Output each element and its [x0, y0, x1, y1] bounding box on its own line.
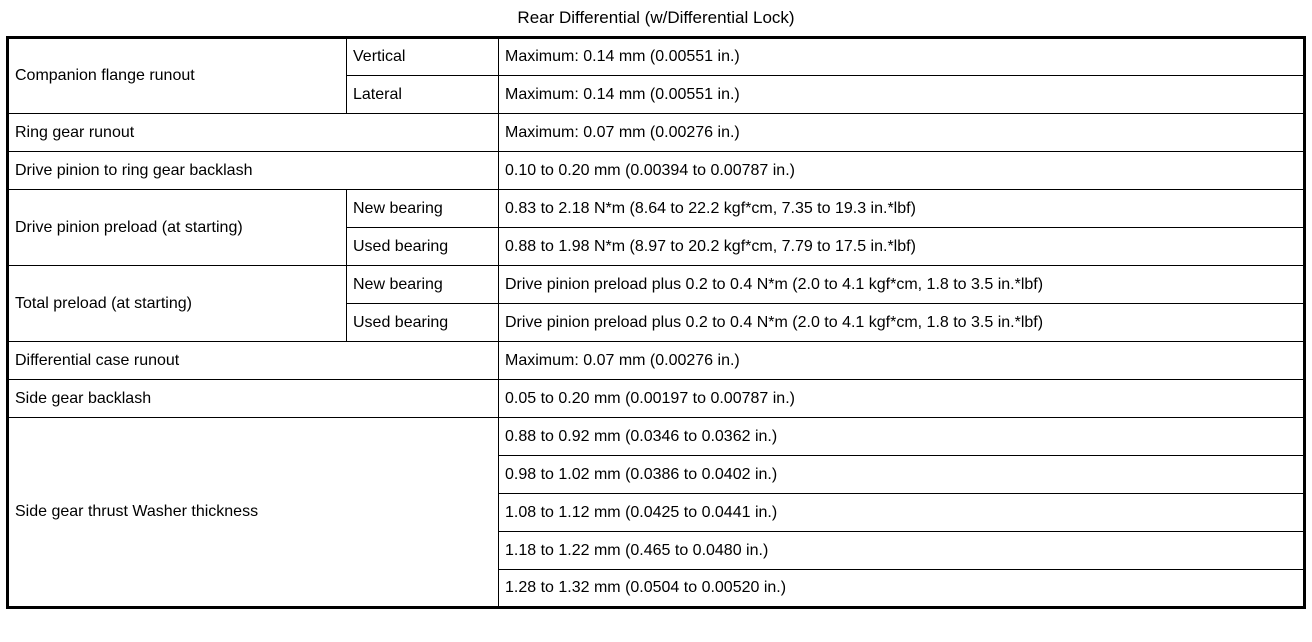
page-title: Rear Differential (w/Differential Lock) — [517, 8, 795, 27]
spec-sublabel-cell: Lateral — [346, 75, 499, 114]
spec-value-cell: Maximum: 0.07 mm (0.00276 in.) — [498, 341, 1305, 380]
spec-value-cell: Drive pinion preload plus 0.2 to 0.4 N*m… — [498, 303, 1305, 342]
spec-label-cell: Total preload (at starting) — [7, 265, 347, 342]
table-row: Lateral Maximum: 0.14 mm (0.00551 in.) — [8, 75, 1305, 114]
spec-label-cell: Differential case runout — [7, 341, 499, 380]
spec-label-cell: Side gear thrust Washer thickness — [7, 417, 499, 608]
spec-label-cell: Side gear backlash — [7, 379, 499, 418]
spec-value-cell: Maximum: 0.14 mm (0.00551 in.) — [498, 37, 1305, 76]
table-row: Drive pinion to ring gear backlash 0.10 … — [7, 151, 1305, 190]
table-row: Drive pinion preload (at starting) New b… — [7, 189, 1305, 266]
spec-value-cell: 1.28 to 1.32 mm (0.0504 to 0.00520 in.) — [498, 569, 1305, 608]
spec-value-cell: 0.88 to 1.98 N*m (8.97 to 20.2 kgf*cm, 7… — [498, 227, 1305, 266]
spec-value-cell: Maximum: 0.07 mm (0.00276 in.) — [498, 113, 1305, 152]
table-row: Used bearing Drive pinion preload plus 0… — [8, 303, 1305, 342]
table-row: Side gear backlash 0.05 to 0.20 mm (0.00… — [7, 379, 1305, 418]
spec-value-cell: 1.18 to 1.22 mm (0.465 to 0.0480 in.) — [498, 531, 1305, 570]
rear-differential-spec-table: Companion flange runout Vertical Maximum… — [6, 36, 1306, 609]
spec-sublabel-cell: Used bearing — [346, 227, 499, 266]
table-row: Companion flange runout Vertical Maximum… — [7, 37, 1305, 114]
spec-value-cell: 1.08 to 1.12 mm (0.0425 to 0.0441 in.) — [498, 493, 1305, 532]
spec-sublabel-cell: New bearing — [346, 265, 499, 304]
spec-label-cell: Drive pinion preload (at starting) — [7, 189, 347, 266]
spec-value-cell: 0.05 to 0.20 mm (0.00197 to 0.00787 in.) — [498, 379, 1305, 418]
table-row: Ring gear runout Maximum: 0.07 mm (0.002… — [7, 113, 1305, 152]
table-row: Differential case runout Maximum: 0.07 m… — [7, 341, 1305, 380]
spec-sublabel-cell: Vertical — [346, 37, 499, 76]
table-row: 1.08 to 1.12 mm (0.0425 to 0.0441 in.) — [8, 493, 1305, 532]
spec-value-cell: 0.98 to 1.02 mm (0.0386 to 0.0402 in.) — [498, 455, 1305, 494]
spec-value-cell: Maximum: 0.14 mm (0.00551 in.) — [498, 75, 1305, 114]
table-row: 1.18 to 1.22 mm (0.465 to 0.0480 in.) — [8, 531, 1305, 570]
spec-label-cell: Ring gear runout — [7, 113, 499, 152]
table-row: Total preload (at starting) New bearing … — [7, 265, 1305, 342]
spec-value-cell: Drive pinion preload plus 0.2 to 0.4 N*m… — [498, 265, 1305, 304]
spec-sublabel-cell: Used bearing — [346, 303, 499, 342]
table-row: Side gear thrust Washer thickness 0.88 t… — [7, 417, 1305, 608]
spec-value-cell: 0.83 to 2.18 N*m (8.64 to 22.2 kgf*cm, 7… — [498, 189, 1305, 228]
table-row: 0.98 to 1.02 mm (0.0386 to 0.0402 in.) — [8, 455, 1305, 494]
spec-value-cell: 0.10 to 0.20 mm (0.00394 to 0.00787 in.) — [498, 151, 1305, 190]
table-row: 1.28 to 1.32 mm (0.0504 to 0.00520 in.) — [8, 569, 1305, 608]
spec-sublabel-cell: New bearing — [346, 189, 499, 228]
spec-label-cell: Companion flange runout — [7, 37, 347, 114]
spec-label-cell: Drive pinion to ring gear backlash — [7, 151, 499, 190]
spec-value-cell: 0.88 to 0.92 mm (0.0346 to 0.0362 in.) — [498, 417, 1305, 456]
table-row: Used bearing 0.88 to 1.98 N*m (8.97 to 2… — [8, 227, 1305, 266]
